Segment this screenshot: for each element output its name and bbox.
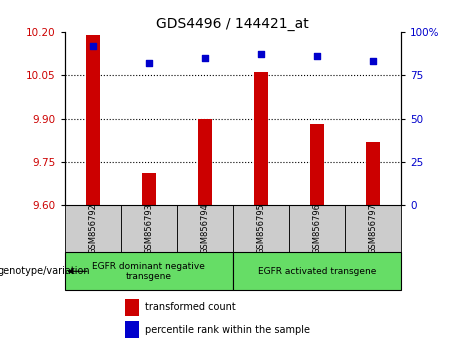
Point — [369, 58, 377, 64]
Text: GSM856795: GSM856795 — [256, 203, 266, 254]
Point — [89, 43, 96, 48]
Bar — [65, 205, 121, 252]
Bar — [65, 252, 233, 290]
Bar — [289, 205, 345, 252]
Bar — [366, 142, 380, 205]
Point — [145, 60, 152, 66]
Text: genotype/variation: genotype/variation — [0, 266, 90, 276]
Text: EGFR dominant negative
transgene: EGFR dominant negative transgene — [92, 262, 205, 281]
Bar — [125, 321, 139, 338]
Point — [313, 53, 321, 59]
Text: EGFR activated transgene: EGFR activated transgene — [258, 267, 376, 276]
Bar — [142, 173, 156, 205]
Bar — [121, 205, 177, 252]
Text: GSM856797: GSM856797 — [368, 203, 378, 254]
Text: GSM856792: GSM856792 — [88, 203, 97, 254]
Text: percentile rank within the sample: percentile rank within the sample — [145, 325, 310, 335]
Text: GSM856793: GSM856793 — [144, 203, 153, 254]
Bar — [254, 72, 268, 205]
Text: GSM856796: GSM856796 — [313, 203, 321, 254]
Bar — [125, 299, 139, 316]
Point — [257, 52, 265, 57]
Text: transformed count: transformed count — [145, 302, 236, 312]
Text: GSM856794: GSM856794 — [200, 203, 209, 254]
Title: GDS4496 / 144421_at: GDS4496 / 144421_at — [156, 17, 309, 31]
Bar — [345, 205, 401, 252]
Bar — [86, 35, 100, 205]
Bar — [198, 119, 212, 205]
Bar — [310, 124, 324, 205]
Bar — [233, 205, 289, 252]
Bar — [233, 252, 401, 290]
Bar — [177, 205, 233, 252]
Point — [201, 55, 208, 61]
